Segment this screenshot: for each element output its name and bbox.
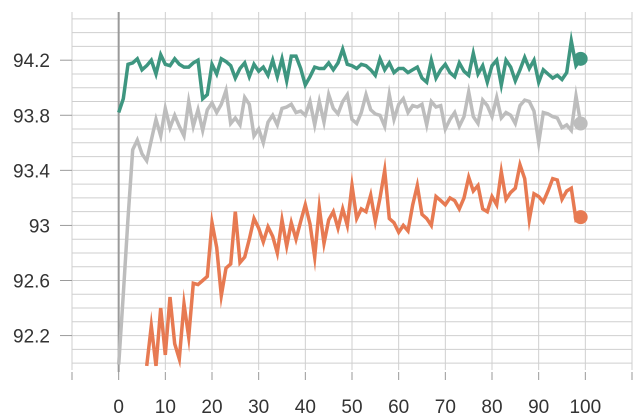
x-tick-label: 0 bbox=[113, 397, 124, 416]
x-tick-label: 70 bbox=[435, 397, 456, 416]
x-tick-label: 100 bbox=[569, 397, 601, 416]
y-tick-label: 92.6 bbox=[13, 272, 50, 293]
x-tick-label: 50 bbox=[341, 397, 362, 416]
x-tick-label: 60 bbox=[388, 397, 409, 416]
series-line-1 bbox=[116, 82, 583, 365]
x-tick-label: 40 bbox=[295, 397, 316, 416]
x-tick-label: 80 bbox=[481, 397, 502, 416]
x-tick-label: 90 bbox=[528, 397, 549, 416]
series-line-0 bbox=[117, 30, 583, 114]
y-tick-label: 94.2 bbox=[13, 51, 50, 72]
y-tick-label: 93 bbox=[29, 216, 50, 237]
x-tick-label: 30 bbox=[248, 397, 269, 416]
series-endpoint-1 bbox=[573, 116, 588, 131]
grid-lines bbox=[71, 12, 633, 370]
axes bbox=[60, 12, 633, 380]
tick-labels: 0 10 20 30 40 50 60 70 80 90 100 92.2 92.6 93 93.4 93.8… bbox=[13, 51, 601, 416]
series-line-2 bbox=[144, 157, 582, 369]
series-endpoint-0 bbox=[573, 51, 588, 66]
y-tick-label: 93.4 bbox=[13, 161, 50, 182]
series-endpoint-2 bbox=[573, 210, 588, 225]
x-tick-label: 10 bbox=[155, 397, 176, 416]
data-series bbox=[116, 30, 588, 369]
y-tick-label: 92.2 bbox=[13, 327, 50, 348]
y-tick-label: 93.8 bbox=[13, 106, 50, 127]
x-tick-label: 20 bbox=[201, 397, 222, 416]
